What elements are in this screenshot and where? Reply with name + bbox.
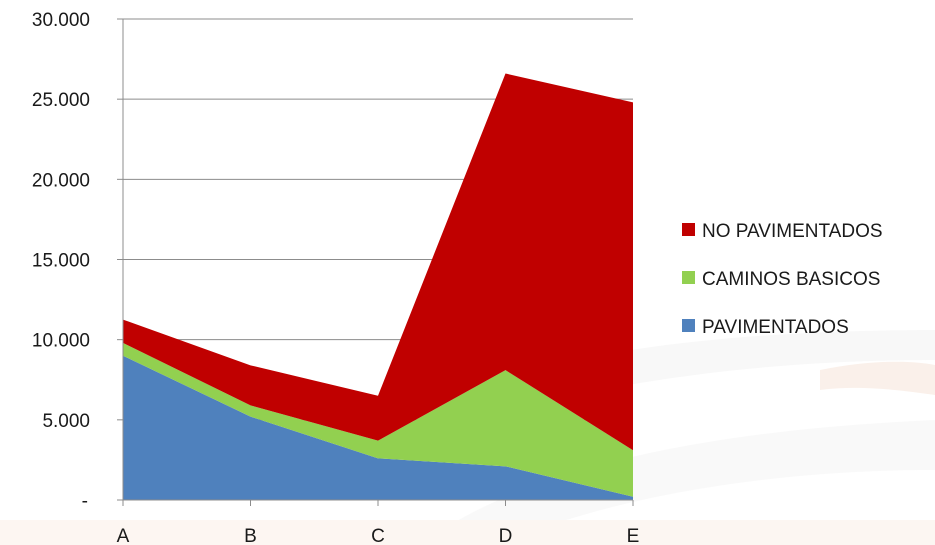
legend-swatch	[682, 271, 695, 284]
x-tick-label: D	[499, 526, 513, 545]
area-caminos-basicos	[123, 342, 633, 497]
area-no-pavimentados	[123, 73, 633, 451]
y-tick-label: 20.000	[32, 170, 90, 191]
x-tick-label: E	[627, 526, 640, 545]
legend: NO PAVIMENTADOS CAMINOS BASICOS PAVIMENTAD…	[682, 221, 883, 338]
y-tick-label: 30.000	[32, 10, 90, 31]
y-tick-label: -	[82, 491, 88, 512]
x-tick-label: B	[244, 526, 257, 545]
legend-swatch	[682, 223, 695, 236]
x-tick-label: A	[117, 526, 130, 545]
legend-label: CAMINOS BASICOS	[702, 269, 880, 290]
area-pavimentados	[123, 355, 633, 500]
x-tick-label: C	[371, 526, 385, 545]
plot-area	[123, 18, 633, 501]
legend-swatch	[682, 319, 695, 332]
y-tick-label: 5.000	[42, 411, 90, 432]
y-tick-label: 15.000	[32, 251, 90, 272]
axes: - 5.000 10.000 15.000 20.000 25.000 30.000 A B C D…	[32, 10, 639, 545]
y-tick-label: 10.000	[32, 331, 90, 352]
y-tick-label: 25.000	[32, 90, 90, 111]
legend-label: NO PAVIMENTADOS	[702, 221, 883, 242]
legend-label: PAVIMENTADOS	[702, 317, 849, 338]
